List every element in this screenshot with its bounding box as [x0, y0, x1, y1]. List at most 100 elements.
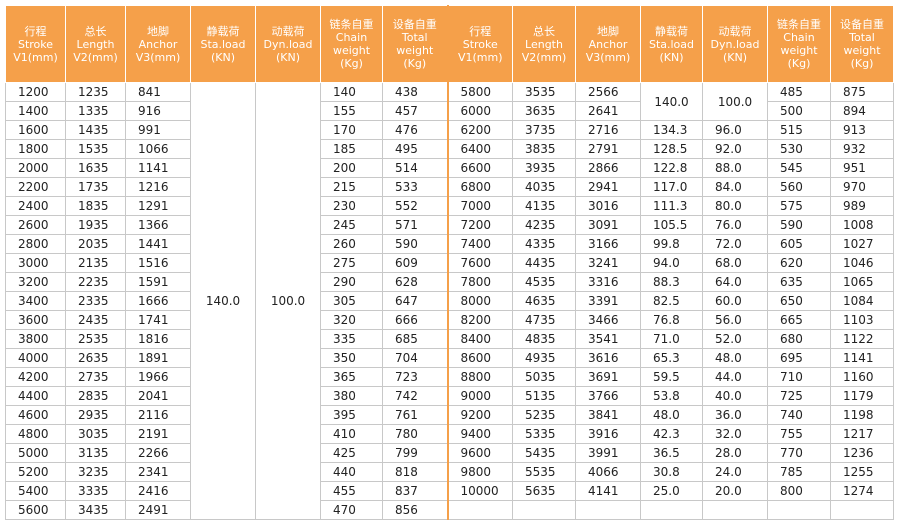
header-cell: 行程 Stroke V1(mm) [446, 5, 513, 83]
cell: 3435 [65, 500, 126, 520]
cell: 665 [767, 310, 831, 330]
cell: 4935 [512, 348, 576, 368]
cell: 4400 [5, 386, 66, 406]
cell: 685 [382, 329, 448, 349]
cell: 704 [382, 348, 448, 368]
cell: 1291 [125, 196, 191, 216]
header-line: 总长 [533, 24, 555, 38]
cell: 5135 [512, 386, 576, 406]
cell: 2341 [125, 462, 191, 482]
cell: 4635 [512, 291, 576, 311]
cell: 1236 [830, 443, 894, 463]
cell: 72.0 [702, 234, 768, 254]
cell: 3916 [575, 424, 641, 444]
cell: 991 [125, 120, 191, 140]
table-row: 3000 2135 1516 275 609 7600 4435 3241 94.0 68.0 62… [5, 253, 894, 273]
cell: 3766 [575, 386, 641, 406]
cell: 4135 [512, 196, 576, 216]
cell: 1935 [65, 215, 126, 235]
cell: 84.0 [702, 177, 768, 197]
cell: 1735 [65, 177, 126, 197]
cell: 2491 [125, 500, 191, 520]
cell-empty [702, 500, 768, 520]
cell: 3616 [575, 348, 641, 368]
cell: 2716 [575, 120, 641, 140]
header-line: 设备自重 [392, 18, 437, 31]
cell: 48.0 [640, 405, 703, 425]
cell: 30.8 [640, 462, 703, 482]
cell: 1027 [830, 234, 894, 254]
cell: 2266 [125, 443, 191, 463]
cell: 1600 [5, 120, 66, 140]
cell: 3600 [5, 310, 66, 330]
header-line: (Kg) [340, 57, 363, 70]
spec-table: 行程 Stroke V1(mm) 总长 Length V2(mm) 地脚 Anchor V3(m… [5, 5, 894, 520]
cell: 2335 [65, 291, 126, 311]
cell: 5335 [512, 424, 576, 444]
cell-empty [767, 500, 831, 520]
cell: 20.0 [702, 481, 768, 501]
cell: 3635 [512, 101, 576, 121]
cell: 32.0 [702, 424, 768, 444]
cell: 916 [125, 101, 191, 121]
cell: 1666 [125, 291, 191, 311]
table-row: 2600 1935 1366 245 571 7200 4235 3091 105.5 76.0 5… [5, 215, 894, 235]
cell: 215 [320, 177, 383, 197]
cell: 1800 [5, 139, 66, 159]
cell: 4435 [512, 253, 576, 273]
header-line: Sta.load [200, 37, 246, 51]
cell: 305 [320, 291, 383, 311]
cell: 1046 [830, 253, 894, 273]
cell: 4141 [575, 481, 641, 501]
table-row: 5000 3135 2266 425 799 9600 5435 3991 36.5 28.0 77… [5, 443, 894, 463]
cell: 5435 [512, 443, 576, 463]
cell: 25.0 [640, 481, 703, 501]
cell: 6200 [446, 120, 513, 140]
cell: 1066 [125, 139, 191, 159]
cell: 1141 [125, 158, 191, 178]
cell: 837 [382, 481, 448, 501]
table-row: 1200 1235 841 140.0 100.0 140 438 5800 3535 2566 1… [5, 82, 894, 520]
cell: 140 [320, 82, 383, 102]
table-row: 5600 3435 2491 470 856 [5, 500, 894, 520]
cell: 6000 [446, 101, 513, 121]
cell: 9000 [446, 386, 513, 406]
cell: 3035 [65, 424, 126, 444]
cell-merged: 140.0 [190, 82, 256, 520]
cell: 40.0 [702, 386, 768, 406]
cell: 8200 [446, 310, 513, 330]
cell: 200 [320, 158, 383, 178]
cell: 770 [767, 443, 831, 463]
header-line: (KN) [210, 50, 236, 64]
table-row: 2800 2035 1441 260 590 7400 4335 3166 99.8 72.0 60… [5, 234, 894, 254]
cell: 4600 [5, 405, 66, 425]
cell: 1008 [830, 215, 894, 235]
cell: 695 [767, 348, 831, 368]
cell: 500 [767, 101, 831, 121]
cell: 8600 [446, 348, 513, 368]
cell: 4835 [512, 329, 576, 349]
table-row: 5200 3235 2341 440 818 9800 5535 4066 30.8 24.0 78… [5, 462, 894, 482]
cell: 485 [767, 82, 831, 102]
cell: 1198 [830, 405, 894, 425]
cell: 970 [830, 177, 894, 197]
cell: 2416 [125, 481, 191, 501]
cell: 290 [320, 272, 383, 292]
cell: 2641 [575, 101, 641, 121]
cell: 628 [382, 272, 448, 292]
cell: 9600 [446, 443, 513, 463]
header-cell: 地脚 Anchor V3(mm) [575, 5, 641, 83]
cell: 4535 [512, 272, 576, 292]
cell: 875 [830, 82, 894, 102]
cell: 4000 [5, 348, 66, 368]
cell: 571 [382, 215, 448, 235]
header-line: 动载荷 [271, 24, 305, 38]
header-line: (Kg) [787, 57, 811, 70]
header-cell: 总长 Length V2(mm) [65, 5, 126, 83]
table-row: 1800 1535 1066 185 495 6400 3835 2791 128.5 92.0 5… [5, 139, 894, 159]
cell: 111.3 [640, 196, 703, 216]
cell: 96.0 [702, 120, 768, 140]
cell: 755 [767, 424, 831, 444]
header-line: V3(mm) [585, 50, 631, 64]
header-line: Dyn.load [710, 37, 760, 51]
